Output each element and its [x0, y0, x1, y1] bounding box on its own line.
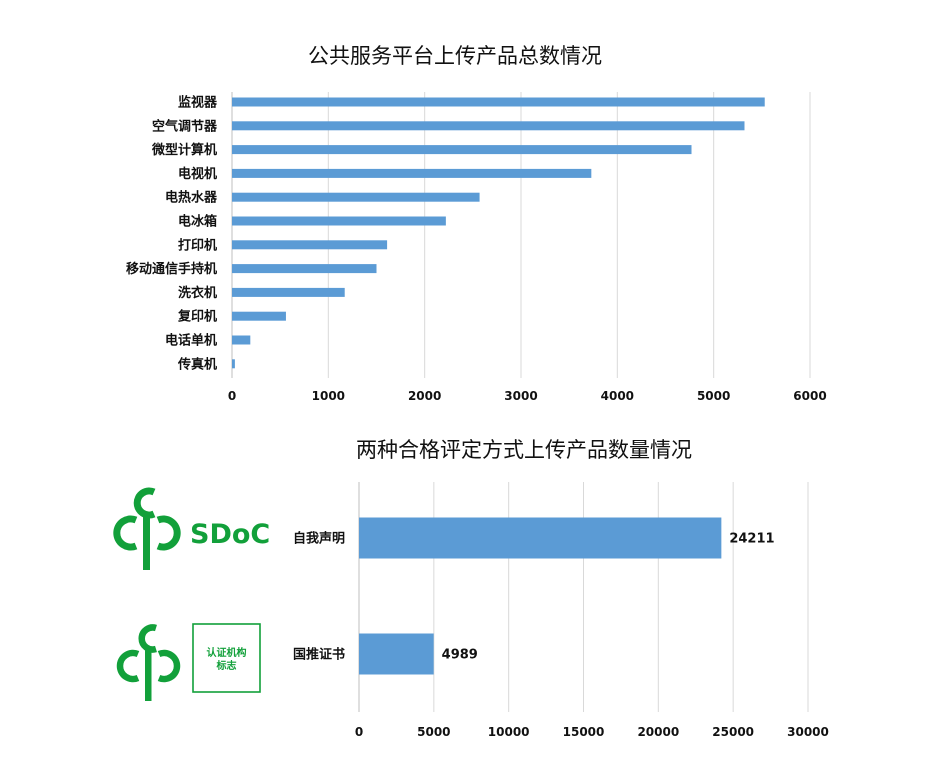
- chart1-category-label: 移动通信手持机: [126, 261, 217, 277]
- chart1-tick-label: 3000: [504, 389, 537, 403]
- chart1-category-label: 传真机: [177, 356, 217, 372]
- chart1-category-label: 洗衣机: [178, 285, 217, 301]
- chart1-category-label: 电视机: [178, 166, 217, 182]
- chart1-bar: [232, 287, 345, 297]
- chart2-tick-label: 20000: [637, 725, 679, 739]
- chart2-tick-label: 10000: [488, 725, 530, 739]
- chart1-bar: [232, 168, 592, 178]
- chart2-tick-label: 15000: [563, 725, 605, 739]
- chart1-tick-label: 0: [228, 389, 236, 403]
- ccc-mark-icon: [116, 624, 181, 701]
- chart2-tick-label: 25000: [712, 725, 754, 739]
- chart2-tick-label: 5000: [417, 725, 450, 739]
- chart1-category-label: 微型计算机: [151, 142, 217, 158]
- chart1-category-label: 打印机: [178, 237, 217, 253]
- chart1-bar: [232, 311, 286, 321]
- chart1-tick-label: 6000: [793, 389, 826, 403]
- sdoc-logo: SDoC: [113, 487, 270, 570]
- chart2-tick-label: 30000: [787, 725, 829, 739]
- chart2-category-label: 国推证书: [293, 647, 345, 663]
- cert-logo-box: [192, 623, 261, 693]
- chart1-category-label: 电热水器: [165, 190, 218, 206]
- chart1-category-label: 电冰箱: [178, 214, 217, 230]
- chart1-bar: [232, 121, 745, 131]
- chart1-bar: [232, 97, 765, 107]
- chart1-title: 公共服务平台上传产品总数情况: [308, 44, 602, 68]
- chart2-bar: [359, 517, 722, 559]
- chart1-bar: [232, 264, 377, 274]
- cert-logo-line2: 标志: [216, 659, 237, 672]
- chart1-category-label: 复印机: [177, 309, 217, 325]
- chart2-category-label: 自我声明: [293, 531, 345, 547]
- chart2-data-label: 24211: [729, 532, 774, 547]
- chart2-data-label: 4989: [442, 648, 478, 663]
- cert-logo: 认证机构 标志: [116, 623, 261, 701]
- chart1-tick-label: 1000: [312, 389, 345, 403]
- chart2-bar: [359, 633, 434, 675]
- chart1-plot: 监视器空气调节器微型计算机电视机电热水器电冰箱打印机移动通信手持机洗衣机复印机电…: [126, 92, 827, 403]
- chart2-plot: 自我声明 24211 国推证书 4989 0 5000 10000 15000 20000 250…: [293, 482, 829, 739]
- chart2-tick-label: 0: [355, 725, 363, 739]
- chart1-bar: [232, 335, 251, 345]
- chart1-bar: [232, 240, 388, 250]
- sdoc-logo-text: SDoC: [190, 519, 270, 550]
- chart1-tick-label: 4000: [601, 389, 634, 403]
- chart2-title: 两种合格评定方式上传产品数量情况: [356, 438, 692, 462]
- chart1-category-label: 监视器: [178, 95, 218, 111]
- chart1-category-label: 电话单机: [165, 333, 217, 349]
- chart1-bar: [232, 216, 446, 226]
- chart1-bar: [232, 192, 480, 202]
- chart1-tick-label: 2000: [408, 389, 441, 403]
- chart1-tick-label: 5000: [697, 389, 730, 403]
- cert-logo-line1: 认证机构: [207, 646, 247, 659]
- chart1-bar: [232, 145, 692, 155]
- ccc-mark-icon: [113, 487, 181, 570]
- chart1-bar: [232, 359, 235, 369]
- chart1-category-label: 空气调节器: [152, 118, 218, 134]
